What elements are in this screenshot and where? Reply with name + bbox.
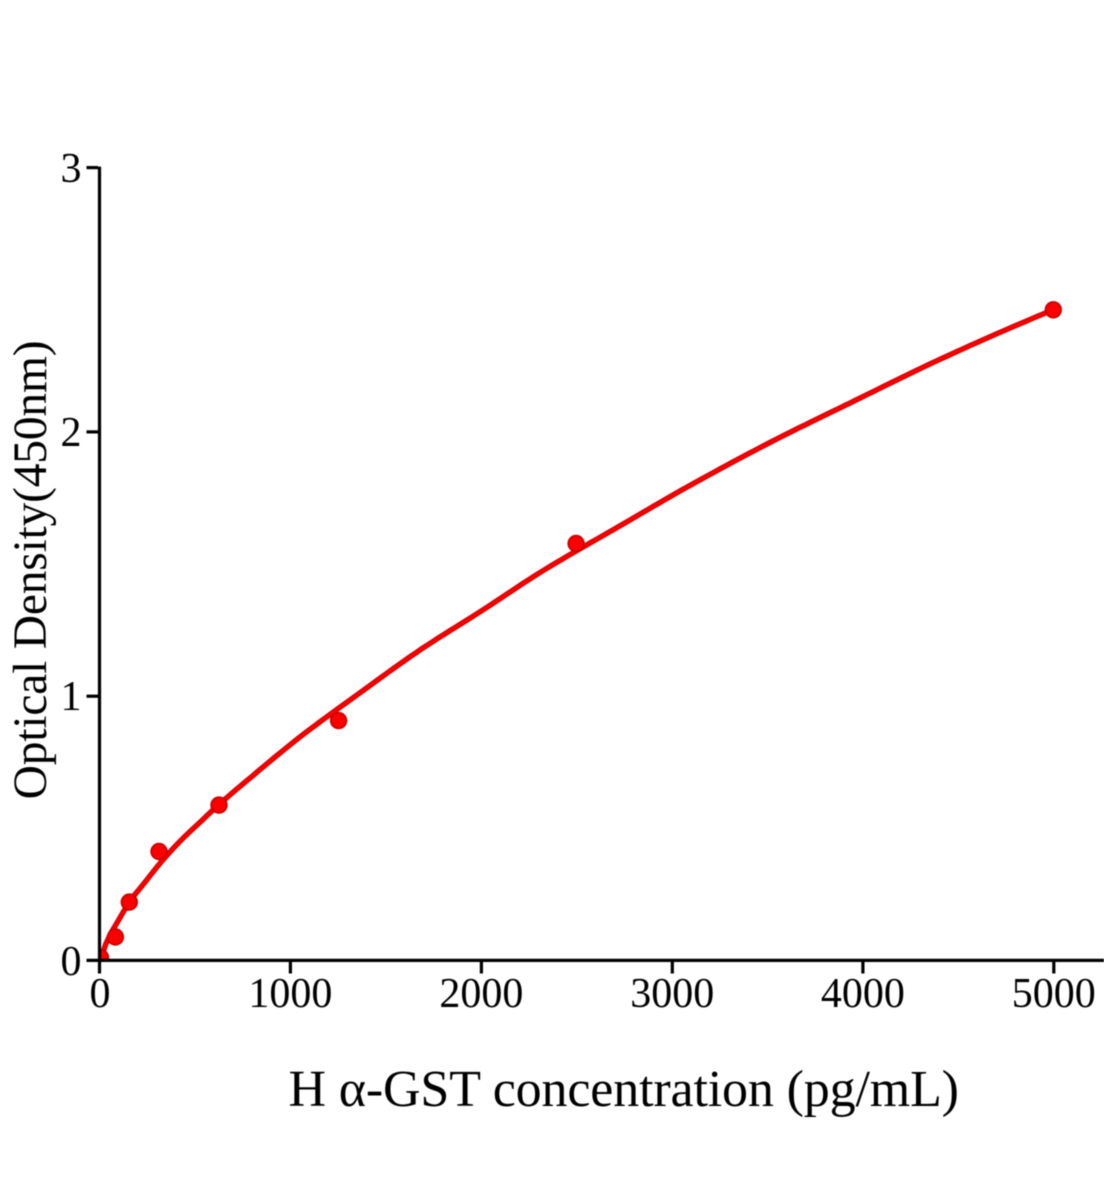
svg-text:2: 2 [61, 410, 82, 456]
svg-text:1000: 1000 [248, 971, 332, 1017]
svg-text:3000: 3000 [630, 971, 714, 1017]
svg-text:4000: 4000 [821, 971, 905, 1017]
svg-text:1: 1 [61, 674, 82, 720]
svg-text:3: 3 [61, 146, 82, 192]
svg-text:H α-GST concentration (pg/mL): H α-GST concentration (pg/mL) [289, 1061, 959, 1118]
svg-text:2000: 2000 [439, 971, 523, 1017]
svg-text:Optical Density(450nm): Optical Density(450nm) [5, 341, 57, 800]
svg-text:5000: 5000 [1012, 971, 1096, 1017]
svg-text:0: 0 [90, 971, 111, 1017]
svg-text:0: 0 [61, 939, 82, 985]
